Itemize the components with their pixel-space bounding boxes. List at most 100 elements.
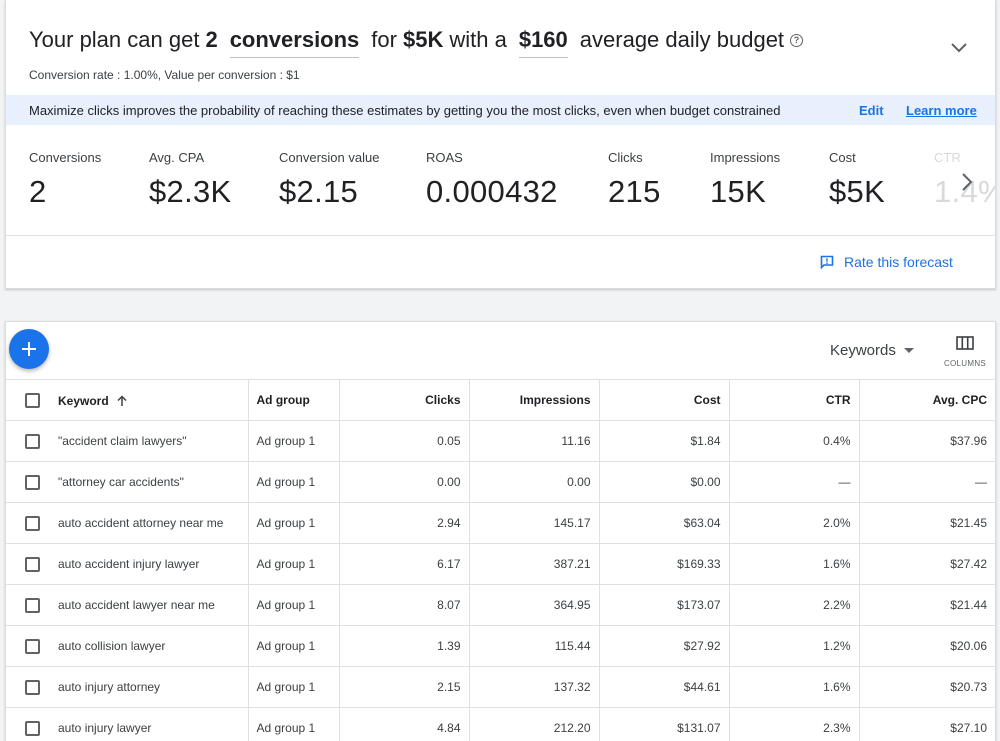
add-keyword-button[interactable] xyxy=(9,329,49,369)
header-avg-cpc[interactable]: Avg. CPC xyxy=(859,379,995,421)
rate-forecast-button[interactable]: Rate this forecast xyxy=(820,254,953,270)
cell-cost: $1.84 xyxy=(599,420,730,462)
metric-label: ROAS xyxy=(426,150,463,165)
metric-clicks[interactable]: Clicks 215 xyxy=(608,150,661,210)
cell-ad-group: Ad group 1 xyxy=(248,707,340,741)
cell-ctr: 1.6% xyxy=(729,666,860,708)
row-checkbox[interactable] xyxy=(25,720,40,736)
row-checkbox[interactable] xyxy=(25,474,40,490)
row-select-cell xyxy=(6,420,50,462)
cell-avg-cpc: $21.44 xyxy=(859,584,995,626)
cell-ctr: 2.0% xyxy=(729,502,860,544)
metric-label: Clicks xyxy=(608,150,643,165)
columns-icon xyxy=(956,336,974,350)
row-checkbox[interactable] xyxy=(25,515,40,531)
cell-clicks: 6.17 xyxy=(339,543,470,585)
cell-ctr: 0.4% xyxy=(729,420,860,462)
metric-value: $2.3K xyxy=(149,174,232,209)
metric-label: Cost xyxy=(829,150,856,165)
row-select-cell xyxy=(6,707,50,741)
cell-ctr: — xyxy=(729,461,860,503)
header-ctr[interactable]: CTR xyxy=(729,379,860,421)
row-select-cell xyxy=(6,666,50,708)
metric-label: Avg. CPA xyxy=(149,150,205,165)
help-icon[interactable]: ? xyxy=(790,34,804,47)
row-checkbox[interactable] xyxy=(25,638,40,654)
cell-keyword[interactable]: auto accident injury lawyer xyxy=(50,543,249,585)
cell-ad-group: Ad group 1 xyxy=(248,543,340,585)
cell-avg-cpc: $20.73 xyxy=(859,666,995,708)
row-checkbox[interactable] xyxy=(25,556,40,572)
cell-ctr: 2.3% xyxy=(729,707,860,741)
metric-avg-cpa[interactable]: Avg. CPA $2.3K xyxy=(149,150,232,210)
columns-button[interactable]: COLUMNS xyxy=(941,336,989,368)
keywords-table: Keyword Ad group Clicks Impressions Cost… xyxy=(6,379,995,741)
row-checkbox[interactable] xyxy=(25,433,40,449)
cell-clicks: 0.05 xyxy=(339,420,470,462)
cell-keyword[interactable]: auto injury attorney xyxy=(50,666,249,708)
metric-cost[interactable]: Cost $5K xyxy=(829,150,885,210)
row-select-cell xyxy=(6,625,50,667)
header-clicks[interactable]: Clicks xyxy=(339,379,470,421)
sort-arrow-up-icon[interactable] xyxy=(117,394,127,407)
cell-keyword[interactable]: "attorney car accidents" xyxy=(50,461,249,503)
daily-budget-selector[interactable]: $160 xyxy=(518,27,568,58)
metric-roas[interactable]: ROAS 0.000432 xyxy=(426,150,558,210)
metric-conversions[interactable]: Conversions 2 xyxy=(29,150,101,210)
select-all-checkbox[interactable] xyxy=(25,392,40,408)
cell-keyword[interactable]: auto accident attorney near me xyxy=(50,502,249,544)
header-ad-group[interactable]: Ad group xyxy=(248,379,340,421)
cell-impressions: 387.21 xyxy=(469,543,600,585)
learn-more-link[interactable]: Learn more xyxy=(906,102,977,118)
metric-conversion-value[interactable]: Conversion value $2.15 xyxy=(279,150,379,210)
dropdown-arrow-icon xyxy=(903,348,914,353)
divider xyxy=(6,235,995,236)
metric-impressions[interactable]: Impressions 15K xyxy=(710,150,780,210)
cell-keyword[interactable]: "accident claim lawyers" xyxy=(50,420,249,462)
cell-keyword[interactable]: auto injury lawyer xyxy=(50,707,249,741)
forecast-headline: Your plan can get 2 conversions for $5K … xyxy=(29,27,804,58)
cell-cost: $63.04 xyxy=(599,502,730,544)
header-keyword[interactable]: Keyword xyxy=(50,379,249,421)
cell-impressions: 137.32 xyxy=(469,666,600,708)
cell-ctr: 1.2% xyxy=(729,625,860,667)
cell-clicks: 8.07 xyxy=(339,584,470,626)
table-row: auto injury attorney Ad group 1 2.15 137… xyxy=(6,666,995,708)
row-select-cell xyxy=(6,502,50,544)
chevron-down-icon[interactable] xyxy=(950,38,968,56)
cell-keyword[interactable]: auto accident lawyer near me xyxy=(50,584,249,626)
cell-avg-cpc: — xyxy=(859,461,995,503)
cell-impressions: 115.44 xyxy=(469,625,600,667)
metric-label: Impressions xyxy=(710,150,781,165)
feedback-icon xyxy=(820,255,834,269)
cell-ad-group: Ad group 1 xyxy=(248,584,340,626)
cell-clicks: 1.39 xyxy=(339,625,470,667)
cell-ctr: 1.6% xyxy=(729,543,860,585)
cell-impressions: 364.95 xyxy=(469,584,600,626)
view-selector-dropdown[interactable]: Keywords xyxy=(830,342,914,359)
metric-ctr[interactable]: CTR 1.4% xyxy=(934,150,995,210)
header-cost[interactable]: Cost xyxy=(599,379,730,421)
info-banner: Maximize clicks improves the probability… xyxy=(6,95,995,125)
view-selector-value: Keywords xyxy=(830,342,896,359)
chevron-right-icon[interactable] xyxy=(957,170,977,194)
cell-ad-group: Ad group 1 xyxy=(248,420,340,462)
metric-value: $5K xyxy=(829,174,886,209)
metric-value: 15K xyxy=(710,174,767,209)
table-row: auto injury lawyer Ad group 1 4.84 212.2… xyxy=(6,707,995,741)
table-header-row: Keyword Ad group Clicks Impressions Cost… xyxy=(6,379,995,421)
cell-ad-group: Ad group 1 xyxy=(248,461,340,503)
conversions-metric-selector[interactable]: conversions xyxy=(229,27,360,58)
row-checkbox[interactable] xyxy=(25,679,40,695)
cell-impressions: 11.16 xyxy=(469,420,600,462)
table-row: "accident claim lawyers" Ad group 1 0.05… xyxy=(6,420,995,462)
cell-cost: $131.07 xyxy=(599,707,730,741)
cell-keyword[interactable]: auto collision lawyer xyxy=(50,625,249,667)
cell-impressions: 0.00 xyxy=(469,461,600,503)
header-impressions[interactable]: Impressions xyxy=(469,379,600,421)
cell-cost: $169.33 xyxy=(599,543,730,585)
cell-impressions: 212.20 xyxy=(469,707,600,741)
edit-link[interactable]: Edit xyxy=(859,102,884,118)
metric-label: Conversions xyxy=(29,150,102,165)
row-checkbox[interactable] xyxy=(25,597,40,613)
